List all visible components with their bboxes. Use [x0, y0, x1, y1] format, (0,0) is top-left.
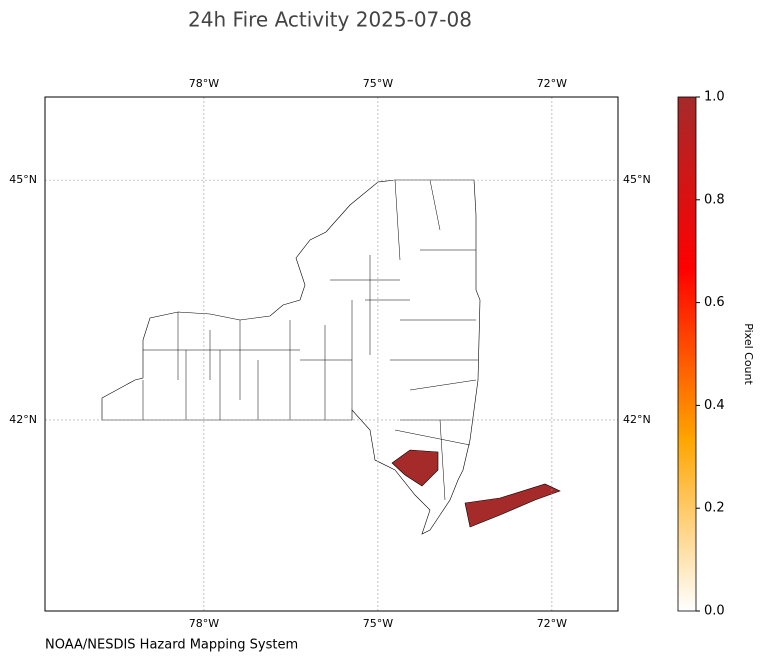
x-tick-label: 78°W	[189, 77, 219, 90]
x-tick-label: 72°W	[537, 77, 567, 90]
colorbar-label: Pixel Count	[742, 323, 755, 385]
y-tick-label: 45°N	[623, 173, 651, 186]
x-tick-label: 78°W	[189, 617, 219, 630]
map-frame	[44, 96, 619, 612]
x-tick-label: 75°W	[363, 617, 393, 630]
map	[45, 97, 618, 611]
colorbar-tick-label: 1.0	[704, 90, 725, 105]
state-outline	[101, 179, 481, 535]
title: 24h Fire Activity 2025-07-08	[188, 8, 472, 32]
colorbar-tick-label: 0.2	[704, 501, 725, 516]
colorbar-tick-label: 0.0	[704, 604, 725, 619]
colorbar-tick-label: 0.6	[704, 295, 725, 310]
county-lines	[142, 179, 478, 501]
fire-county	[464, 483, 561, 528]
source: NOAA/NESDIS Hazard Mapping System	[45, 638, 298, 653]
colorbar-tick-label: 0.8	[704, 192, 725, 207]
x-tick-label: 72°W	[537, 617, 567, 630]
y-tick-label: 42°N	[9, 413, 37, 426]
colorbar-tick-label: 0.4	[704, 398, 725, 413]
fire-county	[391, 449, 439, 487]
y-tick-label: 42°N	[623, 413, 651, 426]
colorbar	[677, 96, 697, 612]
x-tick-label: 75°W	[363, 77, 393, 90]
y-tick-label: 45°N	[9, 173, 37, 186]
